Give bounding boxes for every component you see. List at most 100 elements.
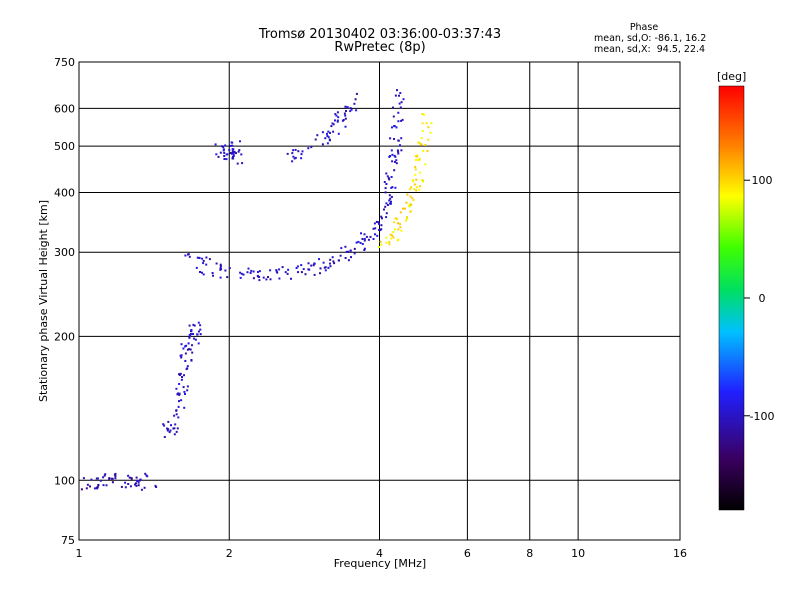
- data-point: [369, 235, 372, 238]
- data-point: [396, 149, 399, 152]
- data-point: [397, 150, 400, 153]
- data-point: [114, 477, 117, 480]
- data-point: [344, 114, 347, 117]
- data-point: [205, 256, 208, 259]
- data-point: [201, 271, 203, 274]
- data-point: [262, 276, 265, 279]
- data-point: [429, 131, 432, 134]
- data-point: [355, 109, 358, 112]
- data-point: [397, 111, 400, 114]
- colorbar: [718, 85, 745, 511]
- data-point: [124, 481, 127, 484]
- data-point: [232, 154, 235, 157]
- data-point: [399, 211, 402, 214]
- data-point: [337, 116, 340, 119]
- data-point: [413, 188, 416, 191]
- data-point: [395, 218, 398, 221]
- data-point: [236, 162, 239, 165]
- data-point: [230, 141, 233, 144]
- data-point: [390, 176, 393, 178]
- data-point: [196, 256, 199, 259]
- data-point: [231, 150, 234, 153]
- data-point: [176, 427, 179, 430]
- data-point: [357, 240, 360, 243]
- data-point: [302, 268, 305, 271]
- colorbar-tick-label: 0: [759, 292, 766, 305]
- data-point: [307, 147, 310, 150]
- data-point: [212, 274, 214, 277]
- data-point: [385, 183, 388, 185]
- data-point: [287, 268, 290, 271]
- data-point: [193, 324, 196, 327]
- data-point: [278, 277, 281, 280]
- data-point: [144, 472, 147, 475]
- data-point: [414, 168, 417, 171]
- x-axis: 1 2 4 6 8 10 16: [76, 547, 688, 560]
- data-point: [199, 328, 202, 331]
- data-point: [310, 264, 313, 267]
- data-point: [416, 154, 419, 157]
- data-point: [345, 110, 347, 112]
- data-point: [239, 276, 242, 279]
- data-point: [163, 424, 166, 427]
- data-point: [191, 344, 193, 347]
- data-point: [219, 276, 222, 279]
- data-point: [183, 390, 186, 393]
- data-point: [111, 481, 114, 484]
- data-point: [363, 239, 366, 242]
- data-point: [396, 239, 399, 242]
- data-point: [418, 188, 421, 191]
- data-point: [102, 484, 105, 487]
- data-point: [188, 324, 191, 327]
- data-point: [190, 330, 193, 333]
- data-point: [130, 477, 133, 480]
- data-point: [420, 143, 423, 146]
- data-point: [385, 216, 388, 219]
- data-point: [127, 483, 130, 485]
- data-point: [188, 348, 191, 351]
- data-point: [290, 277, 292, 280]
- plot-frame: [78, 61, 681, 541]
- data-point: [90, 478, 93, 481]
- data-point: [398, 102, 401, 105]
- data-point: [324, 266, 327, 269]
- data-point: [422, 149, 425, 152]
- data-point: [329, 265, 332, 268]
- data-point: [395, 159, 398, 162]
- colorbar-tick-label: -100: [750, 410, 775, 423]
- data-point: [378, 222, 380, 225]
- data-point: [408, 205, 411, 208]
- data-point: [383, 181, 386, 183]
- data-point: [172, 427, 175, 430]
- data-point: [252, 270, 255, 273]
- data-point: [390, 237, 393, 240]
- data-point: [229, 144, 232, 147]
- data-point: [394, 186, 397, 189]
- data-point: [408, 188, 411, 191]
- data-point: [336, 120, 339, 123]
- data-point: [395, 162, 398, 165]
- data-point: [329, 258, 332, 261]
- data-point: [410, 186, 412, 189]
- data-point: [211, 272, 214, 274]
- data-point: [361, 243, 364, 245]
- data-point: [295, 267, 298, 269]
- data-point: [166, 429, 169, 432]
- y-axis: 75 100 200 300 400 500 600 750: [54, 56, 75, 547]
- data-point: [184, 352, 187, 355]
- data-point: [167, 420, 170, 423]
- data-point: [215, 262, 218, 265]
- data-point: [95, 477, 98, 480]
- data-point: [187, 253, 189, 256]
- data-point: [383, 208, 385, 211]
- chart-subtitle: RwPretec (8p): [334, 40, 426, 55]
- data-point: [337, 132, 340, 135]
- data-point: [252, 277, 255, 280]
- data-point: [418, 185, 421, 188]
- data-point: [197, 342, 200, 345]
- data-point: [349, 107, 352, 110]
- data-point: [297, 271, 299, 274]
- data-point: [249, 272, 252, 274]
- data-point: [96, 477, 99, 480]
- data-point: [393, 138, 395, 140]
